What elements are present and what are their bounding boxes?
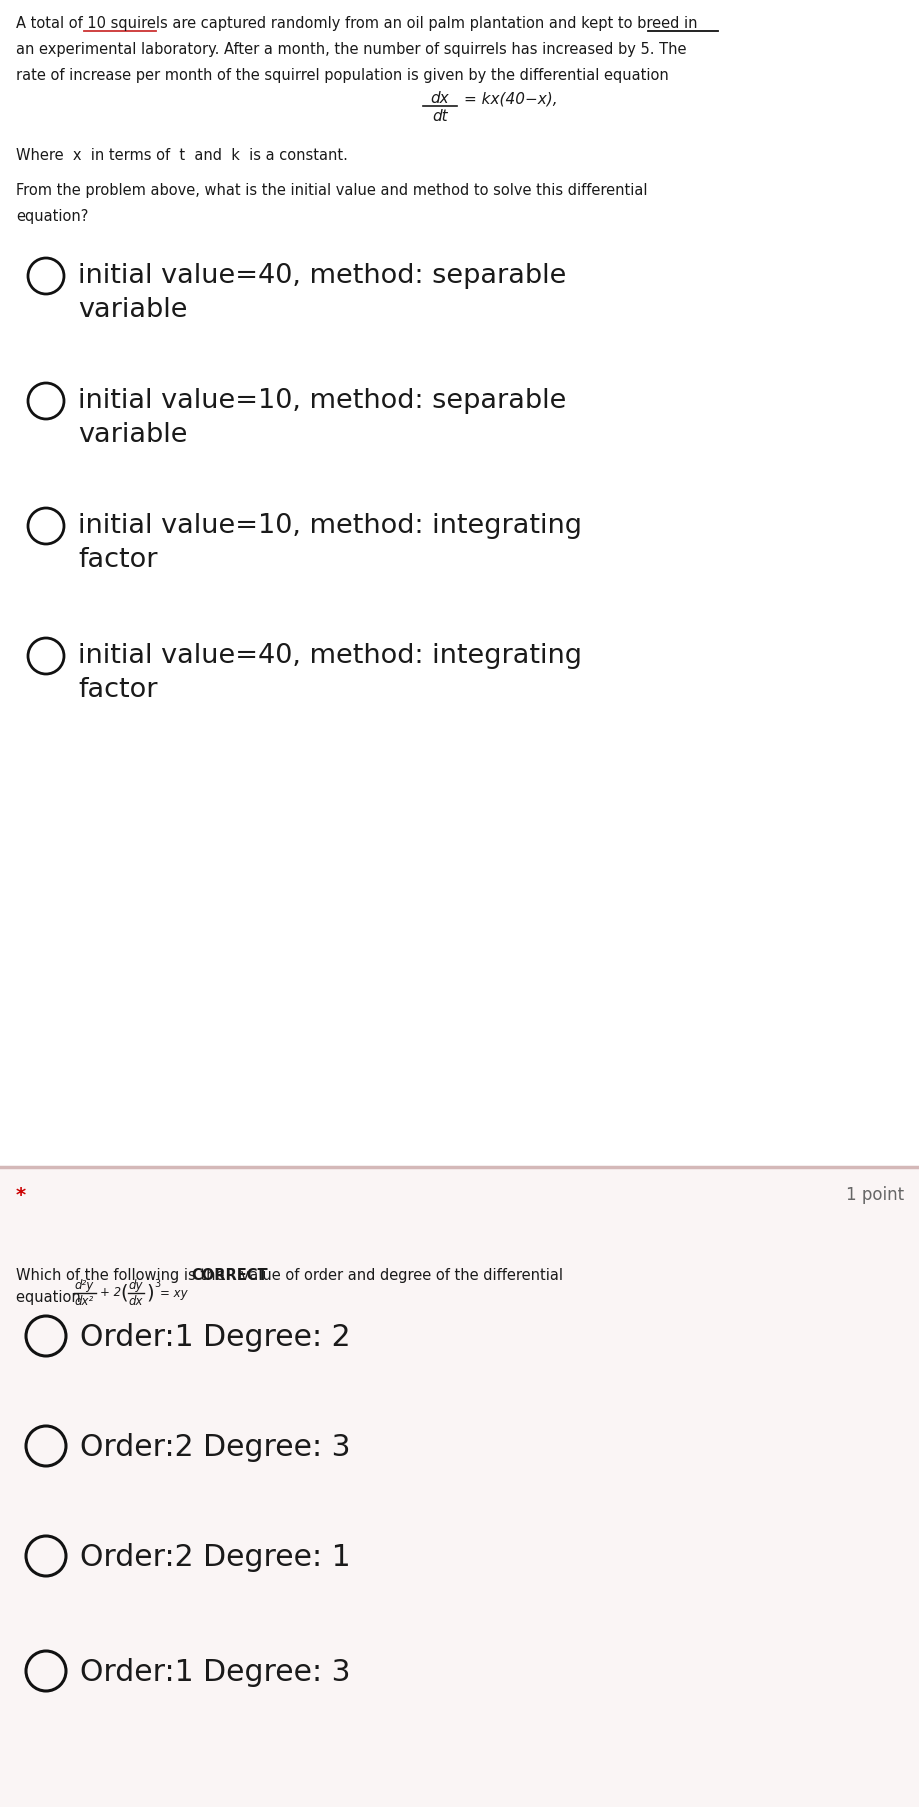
- Text: = kx(40−x),: = kx(40−x),: [463, 90, 557, 107]
- Text: (: (: [120, 1283, 128, 1301]
- Text: dy: dy: [128, 1278, 142, 1292]
- Text: From the problem above, what is the initial value and method to solve this diffe: From the problem above, what is the init…: [16, 183, 647, 199]
- Text: Order:2 Degree: 3: Order:2 Degree: 3: [80, 1433, 350, 1462]
- Bar: [0, 0, 919, 1167]
- Text: dt: dt: [432, 108, 448, 125]
- Text: initial value=40, method: separable: initial value=40, method: separable: [78, 262, 566, 289]
- Text: rate of increase per month of the squirrel population is given by the differenti: rate of increase per month of the squirr…: [16, 69, 668, 83]
- Text: an experimental laboratory. After a month, the number of squirrels has increased: an experimental laboratory. After a mont…: [16, 42, 686, 58]
- Text: Order:2 Degree: 1: Order:2 Degree: 1: [80, 1541, 350, 1570]
- Text: 3: 3: [154, 1278, 160, 1288]
- Text: equation?: equation?: [16, 210, 88, 224]
- Text: factor: factor: [78, 548, 157, 573]
- Text: value of order and degree of the differential: value of order and degree of the differe…: [236, 1267, 562, 1283]
- Text: Order:1 Degree: 2: Order:1 Degree: 2: [80, 1323, 350, 1352]
- Text: *: *: [16, 1185, 26, 1203]
- Text: initial value=10, method: separable: initial value=10, method: separable: [78, 389, 566, 414]
- Text: d²y: d²y: [74, 1278, 94, 1292]
- Text: ): ): [146, 1283, 153, 1301]
- Text: dx: dx: [128, 1294, 142, 1306]
- Text: variable: variable: [78, 421, 187, 448]
- Text: Order:1 Degree: 3: Order:1 Degree: 3: [80, 1657, 350, 1686]
- Text: 1 point: 1 point: [845, 1185, 903, 1203]
- Text: CORRECT: CORRECT: [191, 1267, 267, 1283]
- Text: A total of 10 squirels are captured randomly from an oil palm plantation and kep: A total of 10 squirels are captured rand…: [16, 16, 697, 31]
- Text: equation: equation: [16, 1288, 90, 1305]
- Text: dx²: dx²: [74, 1294, 94, 1306]
- Text: variable: variable: [78, 296, 187, 323]
- Text: initial value=10, method: integrating: initial value=10, method: integrating: [78, 513, 582, 538]
- Text: factor: factor: [78, 676, 157, 703]
- Text: Where  x  in terms of  t  and  k  is a constant.: Where x in terms of t and k is a constan…: [16, 148, 347, 163]
- Bar: [0, 1167, 919, 1807]
- Text: = xy: = xy: [160, 1287, 187, 1299]
- Text: initial value=40, method: integrating: initial value=40, method: integrating: [78, 643, 582, 669]
- Text: Which of the following is the: Which of the following is the: [16, 1267, 229, 1283]
- Text: dx: dx: [430, 90, 448, 107]
- Text: + 2: + 2: [100, 1287, 121, 1299]
